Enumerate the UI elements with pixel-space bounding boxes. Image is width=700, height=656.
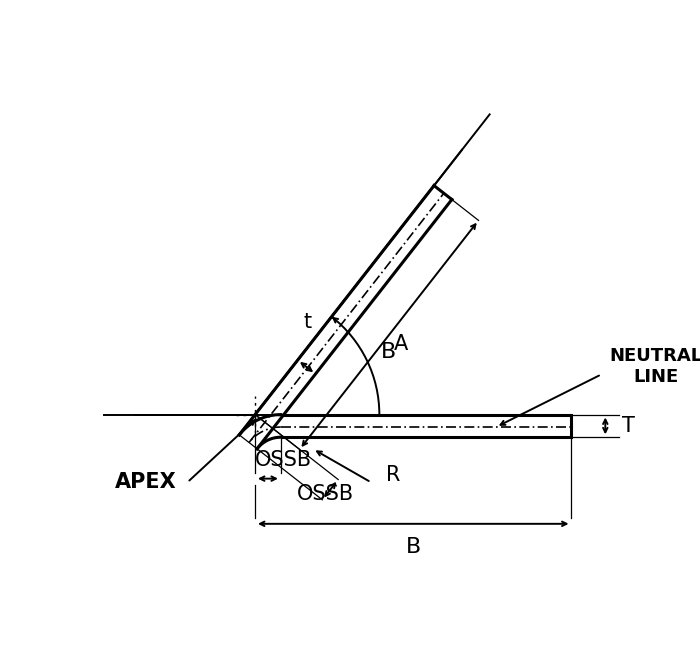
Text: R: R [386,465,400,485]
Text: A: A [393,334,408,354]
Text: NEUTRAL
LINE: NEUTRAL LINE [609,348,700,386]
Text: B: B [381,342,396,362]
Text: T: T [622,416,635,436]
Text: t: t [304,312,312,332]
Text: APEX: APEX [115,472,177,493]
Text: B: B [405,537,421,558]
Text: OSSB: OSSB [297,484,354,504]
Text: OSSB: OSSB [254,449,312,470]
